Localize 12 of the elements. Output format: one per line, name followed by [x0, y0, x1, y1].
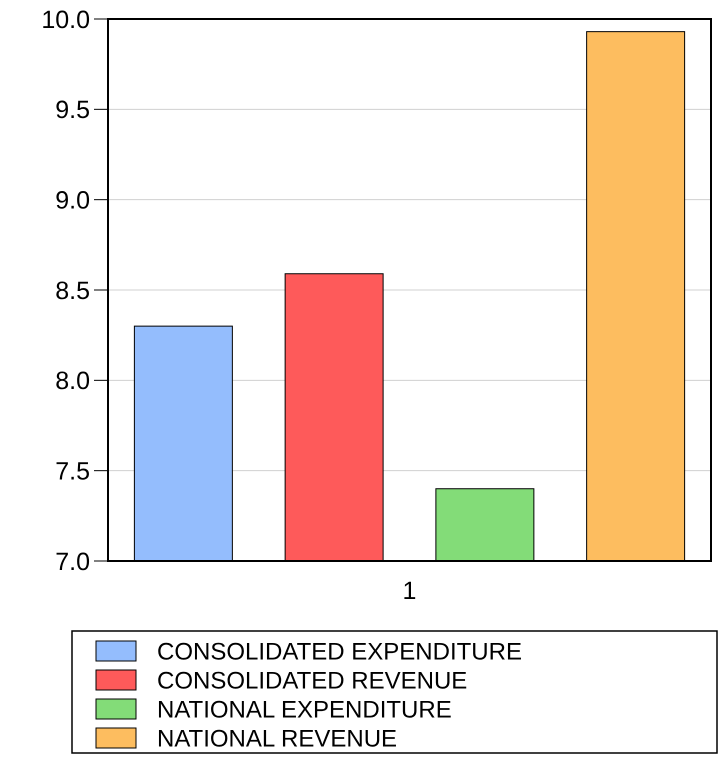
legend-label: CONSOLIDATED REVENUE [157, 667, 468, 694]
y-tick-label: 8.5 [55, 276, 90, 305]
y-tick-label: 8.0 [55, 367, 90, 396]
y-tick-label: 10.0 [41, 6, 90, 34]
y-tick-label: 7.5 [55, 457, 90, 486]
y-tick-label: 9.5 [55, 96, 90, 124]
legend-label: CONSOLIDATED EXPENDITURE [157, 638, 522, 666]
legend-label: NATIONAL EXPENDITURE [157, 696, 452, 724]
y-tick-label: 7.0 [55, 548, 90, 576]
y-tick-label: 9.0 [55, 186, 90, 214]
x-tick-label: 1 [402, 577, 416, 605]
legend-label: NATIONAL REVENUE [157, 725, 398, 752]
